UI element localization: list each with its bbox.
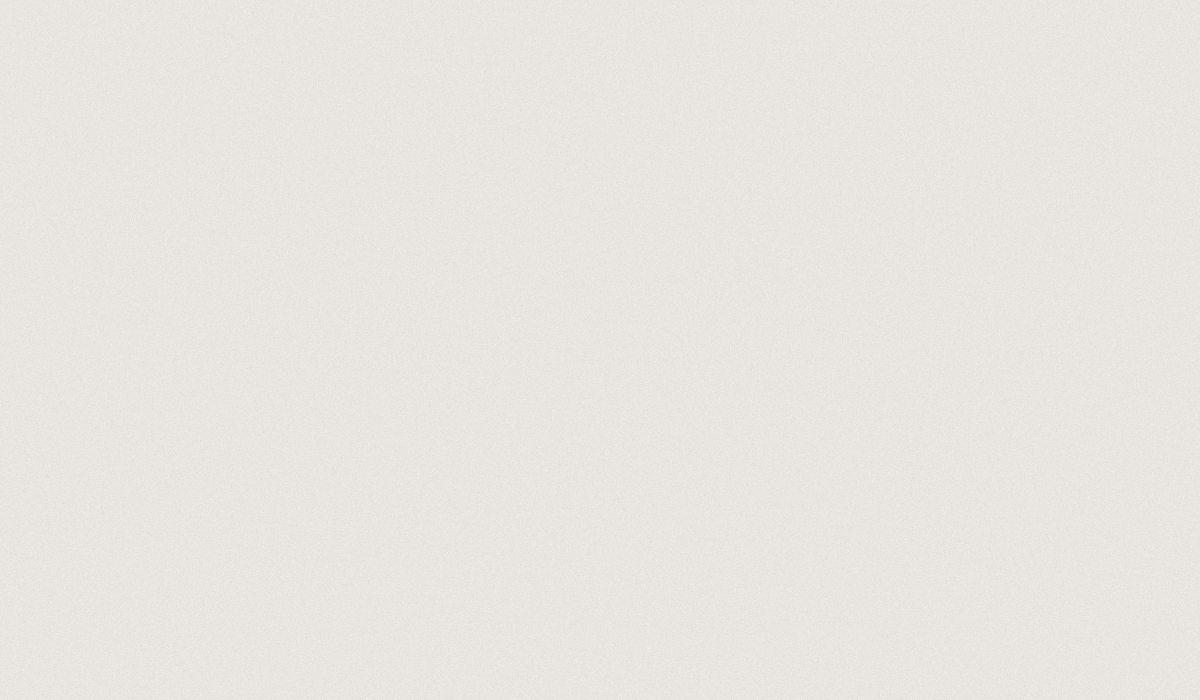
Text: following composition has been found:: following composition has been found: bbox=[173, 240, 630, 265]
Text: The reaction activity cannot be determined: The reaction activity cannot be determin… bbox=[230, 520, 714, 540]
Text: [CH$_4$(g)] = 1.20 M, [CS$_2$(g)] = 1.15 M, [H$_2$S(g)] = 1.31 M, [H$_2$(g)] = 1: [CH$_4$(g)] = 1.20 M, [CS$_2$(g)] = 1.15… bbox=[187, 308, 989, 332]
Text: The reaction is at a standstill: The reaction is at a standstill bbox=[230, 480, 554, 500]
Text: The reaction should go to the right (or forward): The reaction should go to the right (or … bbox=[230, 440, 760, 459]
Text: The following reaction has an equilibrium constant, Kc equal to 3.59 at 900 °C.: The following reaction has an equilibriu… bbox=[173, 111, 1108, 135]
Text: CH$_4$(g) + 2H$_2$S$_{(g)}$ $\rightarrow$ CS$_2$(g) + 4 H$_2$(g) At a particular: CH$_4$(g) + 2H$_2$S$_{(g)}$ $\rightarrow… bbox=[173, 186, 1138, 218]
Text: The reaction should go to the left (or reverse): The reaction should go to the left (or r… bbox=[230, 399, 740, 419]
Text: Predict the activity of the reaction during the particular time above.: Predict the activity of the reaction dur… bbox=[202, 367, 959, 387]
Text: There is no basis for prediction.: There is no basis for prediction. bbox=[230, 562, 583, 582]
